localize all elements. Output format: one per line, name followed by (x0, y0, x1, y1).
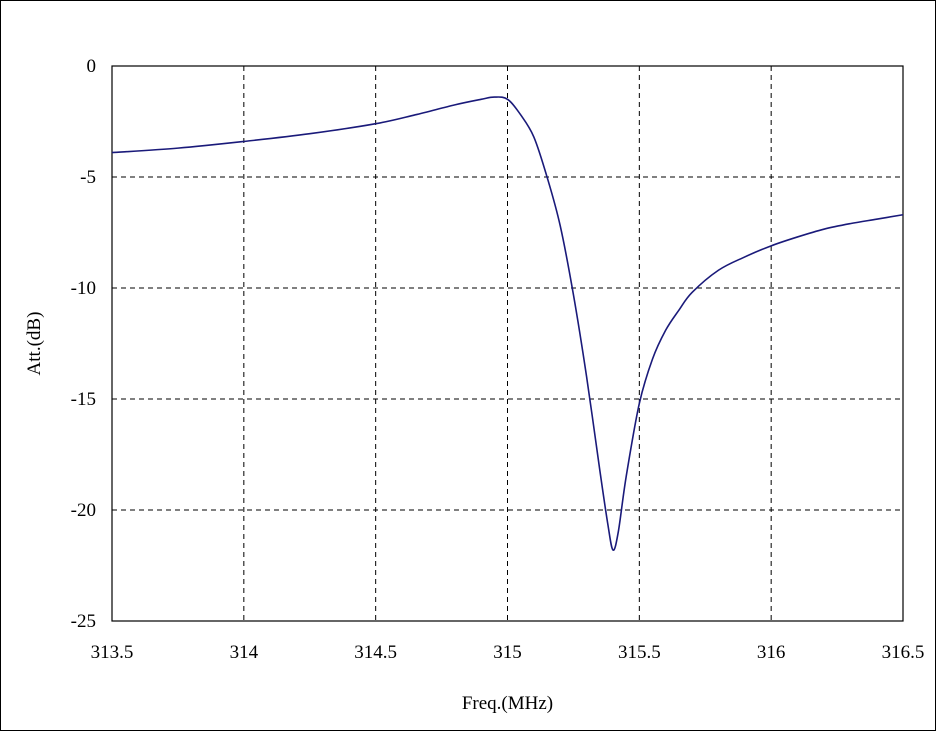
y-tick-label: -15 (71, 389, 96, 410)
y-tick-label: 0 (87, 56, 97, 77)
y-tick-label: -25 (71, 611, 96, 632)
x-tick-label: 316.5 (882, 642, 925, 663)
y-tick-labels: 0 -5 -10 -15 -20 -25 (71, 56, 96, 632)
plot-area (111, 65, 904, 622)
y-tick-label: -10 (71, 278, 96, 299)
attenuation-curve (111, 96, 904, 551)
x-tick-label: 314.5 (354, 642, 397, 663)
x-axis-title: Freq.(MHz) (462, 693, 553, 714)
x-tick-label: 313.5 (91, 642, 134, 663)
x-tick-labels: 313.5 314 314.5 315 315.5 316 316.5 (91, 642, 925, 663)
y-tick-label: -5 (80, 167, 96, 188)
x-tick-label: 315 (493, 642, 522, 663)
grid-lines (112, 66, 903, 621)
x-tick-label: 315.5 (618, 642, 661, 663)
y-axis-title: Att.(dB) (24, 312, 45, 376)
x-tick-label: 316 (757, 642, 786, 663)
y-tick-label: -20 (71, 500, 96, 521)
x-tick-label: 314 (230, 642, 259, 663)
